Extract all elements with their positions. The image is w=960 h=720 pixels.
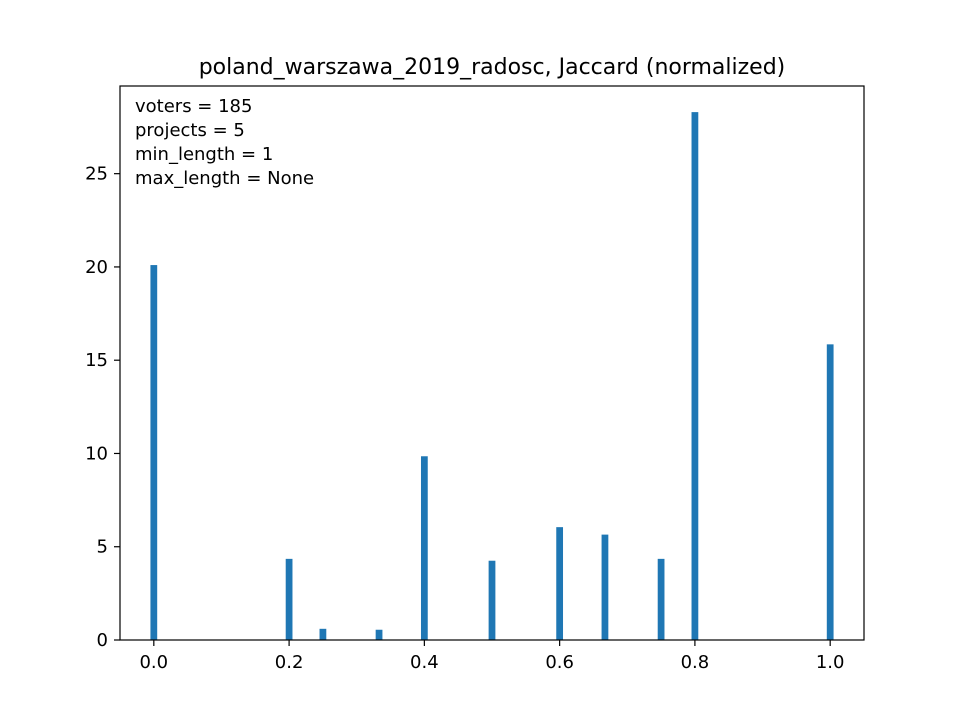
bar bbox=[150, 265, 158, 640]
annotation-projects: projects = 5 bbox=[135, 120, 245, 141]
bar bbox=[375, 629, 383, 640]
x-axis: 0.0 0.2 0.4 0.6 0.8 1.0 bbox=[139, 640, 845, 673]
bar bbox=[657, 558, 665, 640]
bar bbox=[691, 112, 699, 640]
bar bbox=[488, 560, 496, 640]
annotation-voters: voters = 185 bbox=[135, 96, 252, 117]
x-tick-label: 0.0 bbox=[139, 652, 168, 673]
x-tick-label: 0.4 bbox=[410, 652, 439, 673]
y-axis: 0 5 10 15 20 25 bbox=[85, 164, 120, 651]
x-tick-label: 0.2 bbox=[275, 652, 304, 673]
bar bbox=[601, 534, 609, 640]
y-tick-label: 5 bbox=[97, 537, 108, 558]
bar bbox=[285, 558, 293, 640]
bar bbox=[319, 628, 327, 640]
bar bbox=[420, 456, 428, 640]
bar bbox=[826, 344, 834, 640]
y-tick-label: 25 bbox=[85, 164, 108, 185]
annotation-max-length: max_length = None bbox=[135, 168, 314, 189]
x-tick-label: 1.0 bbox=[816, 652, 845, 673]
x-tick-label: 0.6 bbox=[545, 652, 574, 673]
x-tick-label: 0.8 bbox=[681, 652, 710, 673]
bar bbox=[556, 527, 564, 640]
y-tick-label: 20 bbox=[85, 257, 108, 278]
bars-group bbox=[150, 112, 834, 640]
chart-title: poland_warszawa_2019_radosc, Jaccard (no… bbox=[199, 55, 786, 80]
annotation-min-length: min_length = 1 bbox=[135, 144, 273, 165]
y-tick-label: 0 bbox=[97, 630, 108, 651]
plot-frame bbox=[119, 85, 865, 641]
stats-annotation: voters = 185 projects = 5 min_length = 1… bbox=[135, 96, 314, 189]
y-tick-label: 10 bbox=[85, 443, 108, 464]
y-tick-label: 15 bbox=[85, 350, 108, 371]
